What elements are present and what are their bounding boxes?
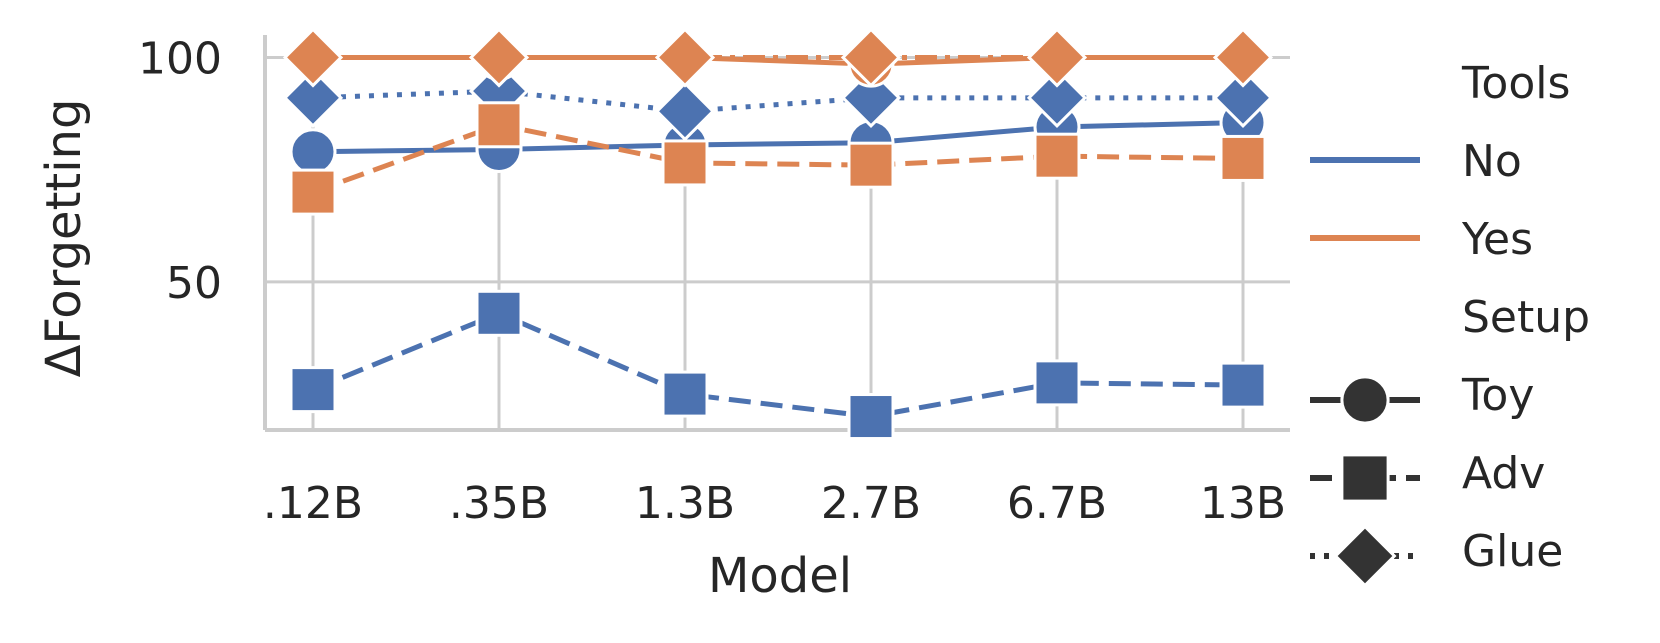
legend-marker-glue xyxy=(1333,524,1397,588)
legend-label-toy: Toy xyxy=(1461,370,1534,421)
legend-label-glue: Glue xyxy=(1462,526,1563,577)
data-point-no-glue xyxy=(1026,67,1088,128)
series-line-no-adv xyxy=(312,310,1244,420)
data-point-no-glue xyxy=(1212,67,1274,128)
x-tick-label: .35B xyxy=(449,478,549,529)
data-point-no-glue xyxy=(654,81,716,142)
legend: Tools No Yes Setup Toy Adv Glue xyxy=(1310,58,1590,588)
axes xyxy=(263,35,1290,432)
x-tick-label: 1.3B xyxy=(635,478,735,529)
x-tick-label: 2.7B xyxy=(821,478,921,529)
legend-marker-toy xyxy=(1340,375,1390,425)
data-point-yes-glue xyxy=(282,27,344,88)
data-point-no-adv xyxy=(1033,359,1081,407)
x-tick-label: .12B xyxy=(263,478,363,529)
y-tick-label: 100 xyxy=(138,33,222,84)
legend-label-no: No xyxy=(1462,136,1522,187)
legend-title-tools: Tools xyxy=(1461,58,1570,109)
data-point-yes-adv xyxy=(289,168,337,216)
series-line-no-toy xyxy=(312,120,1244,155)
data-point-yes-glue xyxy=(840,27,902,88)
grid xyxy=(265,35,1290,430)
data-point-no-adv xyxy=(289,366,337,414)
data-point-yes-adv xyxy=(847,141,895,189)
data-point-no-glue xyxy=(282,67,344,128)
legend-marker-adv xyxy=(1340,453,1390,503)
data-point-no-glue xyxy=(840,67,902,128)
y-axis-label: ΔForgetting xyxy=(36,99,92,378)
series-line-no-glue xyxy=(312,88,1243,114)
legend-label-yes: Yes xyxy=(1461,214,1533,265)
x-tick-label: 6.7B xyxy=(1007,478,1107,529)
data-point-no-adv xyxy=(847,393,895,441)
data-point-no-toy xyxy=(289,128,337,176)
legend-label-adv: Adv xyxy=(1462,448,1545,499)
data-point-yes-adv xyxy=(475,101,523,149)
x-tick-label: 13B xyxy=(1200,478,1286,529)
tick-labels: .12B .35B 1.3B 2.7B 6.7B 13B 50 100 xyxy=(138,33,1286,529)
data-point-yes-glue xyxy=(654,27,716,88)
series xyxy=(282,27,1274,441)
legend-marks xyxy=(1310,157,1420,588)
x-axis-label: Model xyxy=(708,548,852,604)
data-point-no-adv xyxy=(475,289,523,337)
series-line-yes-adv xyxy=(312,122,1244,195)
data-point-yes-adv xyxy=(1219,134,1267,182)
data-point-yes-glue xyxy=(1026,27,1088,88)
data-point-yes-glue xyxy=(468,27,530,88)
data-point-no-adv xyxy=(1219,361,1267,409)
data-point-no-adv xyxy=(661,370,709,418)
data-point-yes-glue xyxy=(1212,27,1274,88)
data-point-yes-adv xyxy=(661,139,709,187)
y-tick-label: 50 xyxy=(166,258,222,309)
legend-title-setup: Setup xyxy=(1462,292,1590,343)
data-point-yes-adv xyxy=(1033,132,1081,180)
